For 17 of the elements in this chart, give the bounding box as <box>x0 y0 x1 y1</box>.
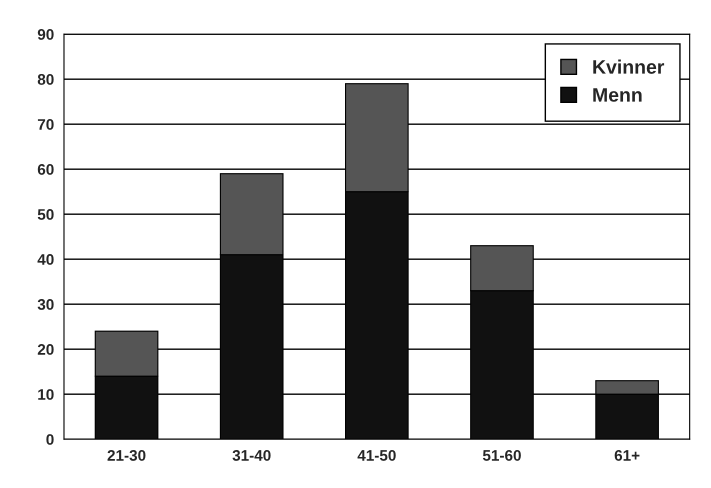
y-tick-label: 80 <box>38 74 54 85</box>
legend-label: Kvinner <box>593 60 664 74</box>
x-tick-label: 31-40 <box>232 450 271 461</box>
x-tick-label: 21-30 <box>108 450 146 461</box>
y-tick-label: 20 <box>38 344 54 355</box>
y-tick-label: 0 <box>46 434 54 445</box>
y-tick-label: 90 <box>38 29 54 40</box>
y-tick-label: 10 <box>38 389 54 400</box>
x-tick-label: 51-60 <box>482 450 521 461</box>
y-tick-label: 70 <box>38 119 54 130</box>
legend-label: Menn <box>593 88 642 102</box>
y-tick-label: 30 <box>38 299 54 310</box>
y-tick-label: 50 <box>38 209 54 220</box>
y-tick-label: 40 <box>38 254 54 265</box>
x-tick-label: 41-50 <box>358 450 396 461</box>
y-tick-label: 60 <box>38 164 54 175</box>
x-tick-label: 61+ <box>614 450 640 461</box>
